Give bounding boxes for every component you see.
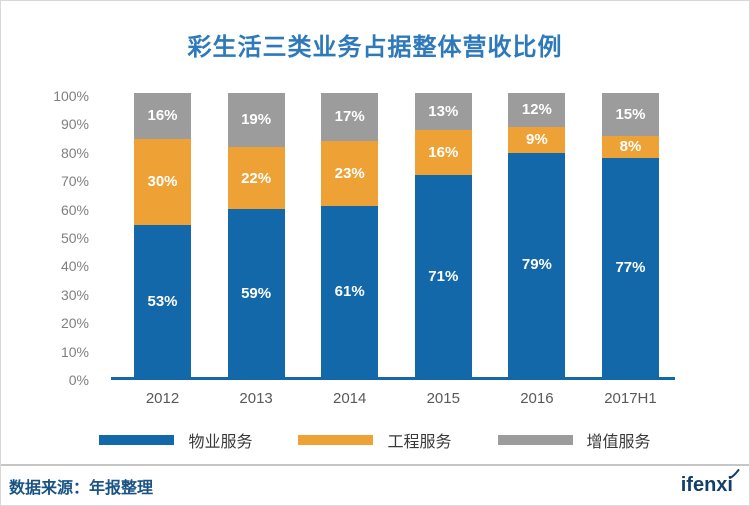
segment-增值服务-2016[interactable]: 12% [508, 92, 566, 128]
legend-item-增值服务[interactable]: 增值服务 [497, 428, 651, 452]
segment-value-label: 13% [428, 103, 459, 121]
legend-label: 物业服务 [188, 434, 253, 451]
segment-增值服务-2012[interactable]: 16% [134, 93, 191, 139]
legend: 物业服务 工程服务 增值服务 [1, 428, 749, 452]
segment-工程服务-2014[interactable]: 23% [321, 140, 379, 206]
bar-2015[interactable]: 71% 16% 13% [414, 93, 472, 377]
ifenxi-logo: ifenxi [680, 469, 740, 497]
y-axis: 0% 10% 20% 30% 40% 50% 60% 70% 80% 90% 100% [1, 88, 89, 388]
segment-value-label: 53% [147, 292, 178, 310]
segment-工程服务-2016[interactable]: 9% [508, 127, 566, 153]
data-source-label: 数据来源：年报整理 [9, 479, 154, 497]
y-tick-label: 50% [60, 230, 89, 246]
legend-swatch-icon [99, 435, 175, 445]
y-tick-label: 30% [60, 286, 89, 303]
segment-value-label: 17% [334, 108, 365, 126]
segment-物业服务-2016[interactable]: 79% [508, 152, 566, 377]
y-tick-label: 20% [60, 315, 89, 332]
x-label-2017H1: 2017H1 [604, 390, 657, 407]
segment-value-label: 12% [521, 101, 552, 119]
segment-物业服务-2017H1[interactable]: 77% [601, 158, 659, 377]
x-label-2015: 2015 [426, 390, 460, 407]
legend-label: 增值服务 [586, 434, 651, 451]
segment-value-label: 30% [147, 173, 178, 191]
plot-area: 53% 30% 16% 59% 22% 19% 61% 23% 17% 71% 16% 13% 79% 9… [111, 92, 675, 380]
bar-2013[interactable]: 59% 22% 19% [227, 92, 285, 377]
bar-2014[interactable]: 61% 23% 17% [321, 93, 379, 377]
y-tick-label: 60% [60, 201, 89, 218]
segment-工程服务-2017H1[interactable]: 8% [601, 135, 659, 159]
x-label-2014: 2014 [333, 390, 367, 407]
segment-增值服务-2017H1[interactable]: 15% [601, 93, 659, 136]
legend-label: 工程服务 [387, 434, 452, 451]
y-tick-label: 100% [53, 88, 89, 104]
bar-2016[interactable]: 79% 9% 12% [508, 92, 566, 377]
segment-value-label: 23% [334, 164, 365, 182]
y-tick-label: 80% [60, 144, 89, 161]
segment-value-label: 8% [619, 138, 642, 156]
legend-item-工程服务[interactable]: 工程服务 [298, 428, 452, 452]
segment-工程服务-2013[interactable]: 22% [227, 146, 285, 210]
legend-swatch-icon [497, 435, 573, 445]
segment-value-label: 79% [521, 256, 552, 274]
segment-工程服务-2012[interactable]: 30% [134, 138, 191, 225]
footer: 数据来源：年报整理 ifenxi [1, 464, 749, 505]
y-tick-label: 90% [60, 116, 89, 133]
segment-工程服务-2015[interactable]: 16% [414, 130, 472, 176]
segment-物业服务-2012[interactable]: 53% [134, 225, 191, 377]
bar-2012[interactable]: 53% 30% 16% [134, 93, 191, 377]
logo-accent-icon [729, 469, 740, 479]
segment-物业服务-2015[interactable]: 71% [414, 175, 472, 377]
logo-text: ifenxi [680, 474, 733, 496]
segment-增值服务-2014[interactable]: 17% [321, 93, 379, 141]
segment-value-label: 22% [241, 169, 272, 187]
x-label-2012: 2012 [145, 390, 180, 407]
x-axis: 2012 2013 2014 2015 2016 2017H1 [111, 390, 675, 407]
y-tick-label: 10% [60, 343, 89, 360]
segment-增值服务-2013[interactable]: 19% [227, 92, 285, 147]
segment-value-label: 15% [615, 105, 646, 123]
segment-value-label: 16% [428, 144, 459, 162]
segment-物业服务-2013[interactable]: 59% [227, 209, 285, 377]
segment-value-label: 61% [334, 282, 365, 300]
y-tick-label: 40% [60, 258, 89, 275]
segment-value-label: 19% [241, 111, 272, 129]
y-tick-label: 70% [60, 173, 89, 190]
segment-value-label: 59% [241, 284, 272, 302]
chart-title: 彩生活三类业务占据整体营收比例 [187, 34, 563, 61]
legend-swatch-icon [298, 435, 374, 445]
segment-value-label: 77% [615, 259, 646, 277]
x-label-2016: 2016 [520, 390, 554, 407]
segment-增值服务-2015[interactable]: 13% [414, 93, 472, 131]
segment-value-label: 16% [147, 107, 178, 125]
x-label-2013: 2013 [239, 390, 273, 407]
segment-物业服务-2014[interactable]: 61% [321, 205, 379, 377]
segment-value-label: 9% [526, 131, 548, 149]
segment-value-label: 71% [428, 267, 459, 285]
bar-2017H1[interactable]: 77% 8% 15% [601, 93, 659, 377]
y-tick-label: 0% [68, 372, 89, 388]
legend-item-物业服务[interactable]: 物业服务 [99, 428, 252, 452]
